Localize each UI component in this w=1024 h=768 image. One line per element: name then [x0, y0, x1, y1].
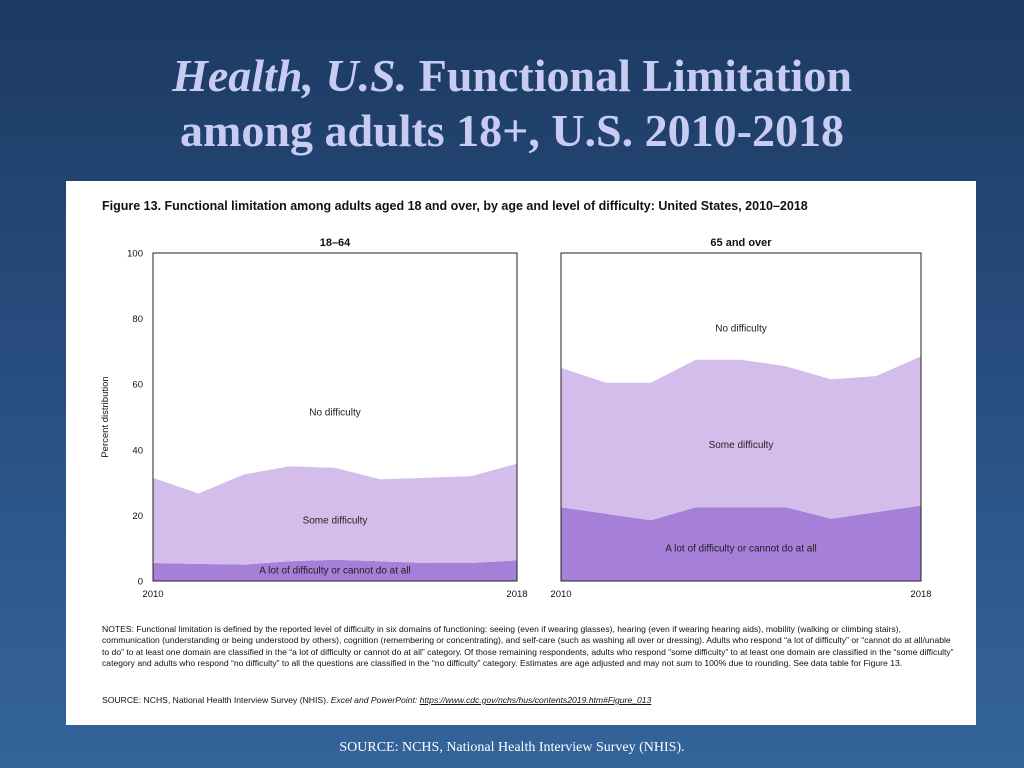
figure-title: Figure 13. Functional limitation among a…: [102, 199, 808, 213]
series-label-a-lot-of-difficulty-or-cannot-do-at-all: A lot of difficulty or cannot do at all: [259, 565, 411, 576]
slide-title-line1: Health, U.S. Functional Limitation: [0, 48, 1024, 103]
series-label-a-lot-of-difficulty-or-cannot-do-at-all: A lot of difficulty or cannot do at all: [665, 543, 817, 554]
plot-frame: [560, 252, 922, 582]
footer-source: SOURCE: NCHS, National Health Interview …: [339, 740, 685, 755]
y-tick-label: 60: [132, 380, 143, 391]
area-no-difficulty: [561, 253, 921, 383]
x-tick-label: 2018: [910, 589, 931, 600]
series-label-no-difficulty: No difficulty: [715, 324, 767, 335]
figure-source-prefix: SOURCE: NCHS, National Health Interview …: [102, 695, 329, 705]
area-charts: 18–64 2010 2018 0 20 40 60 80 100 Percent distrib…: [100, 237, 932, 600]
x-tick-label: 2018: [506, 589, 527, 600]
y-tick-label: 100: [127, 249, 143, 260]
slide-title-line2: among adults 18+, U.S. 2010-2018: [180, 105, 844, 156]
area-no-difficulty: [153, 253, 517, 494]
plot-frame: [152, 252, 518, 582]
y-tick-label: 40: [132, 445, 143, 456]
slide-title: Health, U.S. Functional Limitation among…: [0, 48, 1024, 158]
figure-notes: NOTES: Functional limitation is defined …: [102, 624, 954, 669]
figure-source-italic: Excel and PowerPoint:: [330, 695, 418, 705]
chart-panel-2: 65 and over 2010 2018 A lot of difficulty o…: [550, 237, 931, 600]
y-axis-label: Percent distribution: [100, 376, 111, 457]
panel-title: 18–64: [320, 237, 351, 249]
slide-title-rest: Functional Limitation: [418, 50, 852, 101]
area-some-difficulty: [561, 356, 921, 521]
series-label-some-difficulty: Some difficulty: [303, 516, 368, 527]
chart-panel-1: 18–64 2010 2018 0 20 40 60 80 100 Percent distrib…: [100, 237, 528, 600]
area-a-lot-of-difficulty-or-cannot-do-at-all: [561, 505, 921, 581]
panel-title: 65 and over: [710, 237, 772, 249]
slide-title-italic: Health, U.S.: [172, 50, 408, 101]
figure-source-link[interactable]: https://www.cdc.gov/nchs/hus/contents201…: [419, 695, 652, 705]
figure-source: SOURCE: NCHS, National Health Interview …: [102, 695, 954, 705]
area-a-lot-of-difficulty-or-cannot-do-at-all: [153, 559, 517, 581]
area-some-difficulty: [153, 463, 517, 565]
y-tick-label: 0: [138, 577, 143, 588]
y-tick-label: 20: [132, 511, 143, 522]
x-tick-label: 2010: [142, 589, 163, 600]
series-label-some-difficulty: Some difficulty: [709, 440, 774, 451]
y-tick-label: 80: [132, 314, 143, 325]
figure-panel: Figure 13. Functional limitation among a…: [66, 181, 976, 725]
series-label-no-difficulty: No difficulty: [309, 407, 361, 418]
x-tick-label: 2010: [550, 589, 571, 600]
